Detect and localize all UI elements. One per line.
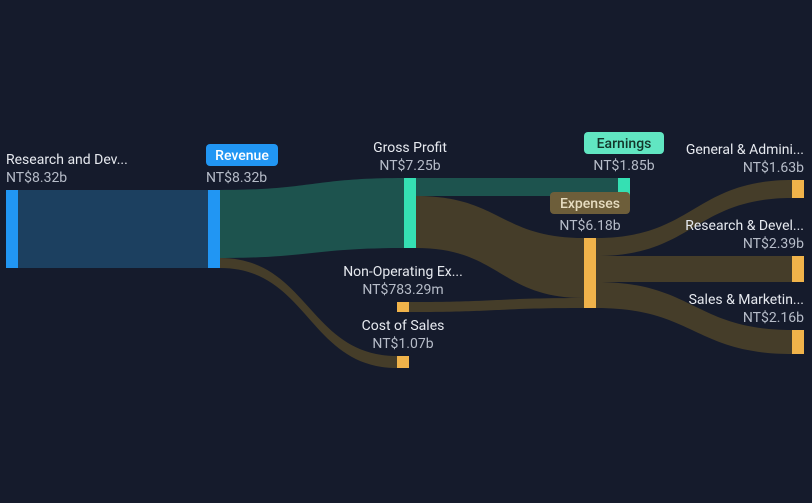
node-nonop (397, 302, 409, 312)
node-value-rnd_out: NT$2.39b (743, 235, 804, 252)
node-expenses (584, 238, 596, 308)
node-label-nonop: Non-Operating Ex... (343, 264, 463, 280)
node-label-cos: Cost of Sales (362, 318, 445, 334)
node-value-rnd_in: NT$8.32b (6, 169, 67, 186)
node-value-revenue: NT$8.32b (206, 169, 267, 186)
node-value-earnings: NT$1.85b (593, 157, 654, 174)
node-value-nonop: NT$783.29m (362, 281, 443, 298)
node-label-sm: Sales & Marketin... (689, 292, 804, 308)
link-expenses-rnd_out (596, 256, 792, 282)
node-value-expenses: NT$6.18b (559, 217, 620, 234)
node-label-ga: General & Admini... (686, 142, 804, 158)
node-gross (404, 178, 416, 248)
node-value-ga: NT$1.63b (743, 159, 804, 176)
node-label-earnings: Earnings (597, 136, 652, 152)
link-revenue-gross (220, 178, 404, 258)
node-label-rnd_out: Research & Devel... (685, 218, 804, 234)
link-rnd_in-revenue (18, 190, 208, 268)
node-label-revenue: Revenue (215, 148, 269, 164)
node-label-gross: Gross Profit (373, 140, 447, 156)
node-label-expenses: Expenses (560, 196, 620, 212)
node-sm (792, 330, 804, 354)
link-nonop-expenses (409, 298, 584, 312)
node-revenue (208, 190, 220, 268)
node-value-gross: NT$7.25b (379, 157, 440, 174)
node-rnd_out (792, 256, 804, 282)
node-value-sm: NT$2.16b (743, 309, 804, 326)
node-ga (792, 180, 804, 198)
node-value-cos: NT$1.07b (372, 335, 433, 352)
sankey-chart: Research and Dev...NT$8.32bRevenueNT$8.3… (0, 0, 812, 503)
node-cos (397, 356, 409, 368)
node-label-rnd_in: Research and Dev... (6, 152, 128, 168)
node-rnd_in (6, 190, 18, 268)
